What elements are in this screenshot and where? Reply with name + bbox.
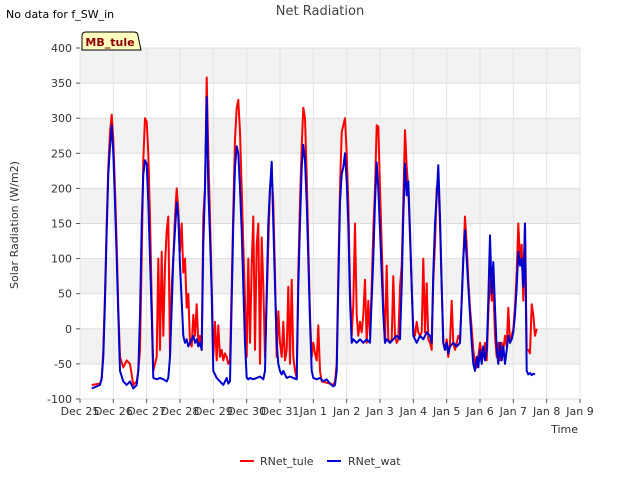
x-tick-label: Jan 5 bbox=[432, 405, 460, 418]
plot-band bbox=[80, 118, 580, 154]
x-tick-label: Jan 9 bbox=[565, 405, 593, 418]
y-tick-label: 250 bbox=[51, 147, 72, 160]
y-tick-label: 400 bbox=[51, 42, 72, 55]
y-tick-label: 0 bbox=[65, 323, 72, 336]
series-lines bbox=[91, 76, 538, 390]
chart-title: Net Radiation bbox=[276, 4, 364, 19]
legend-label-rnet-tule: RNet_tule bbox=[260, 455, 314, 468]
x-tick-label: Dec 26 bbox=[94, 405, 133, 418]
x-tick-label: Jan 1 bbox=[299, 405, 327, 418]
x-tick-label: Jan 2 bbox=[332, 405, 360, 418]
y-tick-label: 150 bbox=[51, 218, 72, 231]
site-badge-label: MB_tule bbox=[85, 36, 134, 49]
x-tick-label: Dec 25 bbox=[61, 405, 100, 418]
y-tick-label: 50 bbox=[58, 288, 72, 301]
y-axis-ticks: -100 -50 0 50 100 150 200 250 300 350 400 bbox=[47, 42, 80, 406]
y-tick-label: 300 bbox=[51, 112, 72, 125]
x-tick-label: Jan 8 bbox=[532, 405, 560, 418]
y-tick-label: 100 bbox=[51, 253, 72, 266]
x-tick-label: Dec 30 bbox=[227, 405, 266, 418]
site-badge: MB_tule bbox=[81, 31, 142, 51]
x-tick-label: Jan 3 bbox=[365, 405, 393, 418]
x-tick-label: Dec 28 bbox=[161, 405, 200, 418]
no-data-note: No data for f_SW_in bbox=[6, 8, 114, 21]
x-tick-label: Jan 6 bbox=[465, 405, 493, 418]
y-axis-label: Solar Radiation (W/m2) bbox=[8, 161, 21, 289]
x-tick-label: Dec 29 bbox=[194, 405, 233, 418]
x-tick-label: Jan 7 bbox=[499, 405, 527, 418]
series-line-rnet-wat bbox=[91, 96, 536, 390]
x-tick-label: Dec 31 bbox=[261, 405, 300, 418]
plot-band bbox=[80, 48, 580, 84]
plot-band bbox=[80, 188, 580, 224]
x-tick-label: Dec 27 bbox=[127, 405, 166, 418]
x-tick-label: Jan 4 bbox=[399, 405, 427, 418]
site-badge-shape bbox=[81, 31, 142, 51]
legend: RNet_tule RNet_wat bbox=[240, 455, 401, 468]
y-tick-label: -100 bbox=[47, 393, 72, 406]
plot-band bbox=[80, 258, 580, 294]
x-axis-label: Time bbox=[550, 423, 578, 436]
legend-label-rnet-wat: RNet_wat bbox=[348, 455, 401, 468]
y-tick-label: 350 bbox=[51, 77, 72, 90]
y-tick-label: 200 bbox=[51, 182, 72, 195]
y-tick-label: -50 bbox=[54, 358, 72, 371]
